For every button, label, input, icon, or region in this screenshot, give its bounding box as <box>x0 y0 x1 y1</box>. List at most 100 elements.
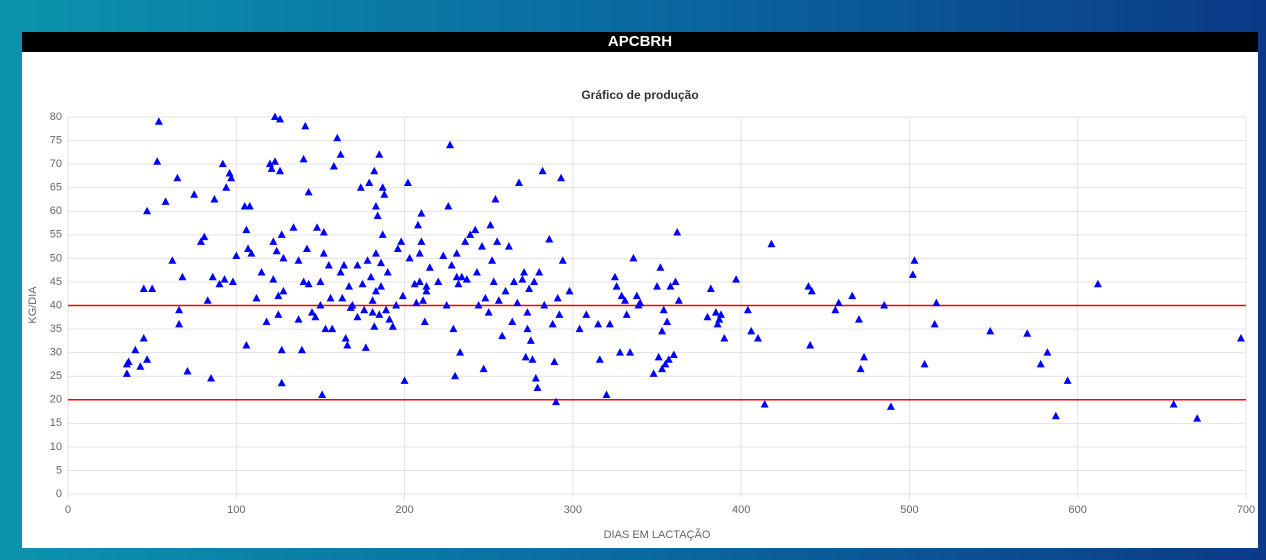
point <box>358 279 367 288</box>
point <box>365 178 374 186</box>
point <box>417 209 426 217</box>
point <box>661 359 670 368</box>
point <box>294 315 303 323</box>
point <box>531 374 540 382</box>
point <box>653 282 661 290</box>
point <box>479 364 488 373</box>
point <box>378 230 387 238</box>
y-tick-label: 45 <box>50 276 62 288</box>
point <box>277 230 286 238</box>
point <box>474 301 483 309</box>
point <box>375 310 384 318</box>
point <box>504 242 513 250</box>
point <box>377 258 386 267</box>
point <box>834 298 843 307</box>
y-tick-label: 30 <box>50 347 62 359</box>
point <box>880 301 889 309</box>
point <box>403 178 412 186</box>
point <box>274 310 283 318</box>
point <box>442 301 451 309</box>
point <box>148 284 157 293</box>
point <box>550 357 559 366</box>
point <box>501 286 510 295</box>
point <box>328 324 337 333</box>
point <box>304 279 313 288</box>
point <box>622 310 631 318</box>
point <box>302 244 311 252</box>
point <box>508 317 517 325</box>
point <box>669 350 678 358</box>
point <box>703 312 712 321</box>
point <box>666 282 675 290</box>
point <box>753 333 762 342</box>
point <box>494 296 503 304</box>
point <box>397 237 406 245</box>
point <box>859 352 868 361</box>
point <box>720 333 729 342</box>
point <box>760 399 769 408</box>
point <box>548 319 557 328</box>
point <box>240 202 249 210</box>
point <box>493 237 502 245</box>
point <box>439 251 448 260</box>
point <box>377 282 386 290</box>
point <box>339 260 348 269</box>
point <box>316 277 325 285</box>
point <box>326 293 335 302</box>
point <box>732 275 741 283</box>
point <box>831 305 840 314</box>
point <box>605 319 614 328</box>
point <box>602 390 611 399</box>
y-tick-label: 60 <box>50 205 62 217</box>
point <box>153 157 162 165</box>
point <box>222 183 231 191</box>
point <box>533 383 542 391</box>
point <box>356 183 365 191</box>
point <box>422 286 431 295</box>
point <box>161 197 170 205</box>
point <box>457 272 466 281</box>
point <box>447 260 456 269</box>
point <box>520 268 529 276</box>
x-tick-label: 400 <box>732 504 750 516</box>
point <box>673 227 682 236</box>
point <box>131 345 140 354</box>
point <box>232 251 241 260</box>
point <box>311 312 320 321</box>
point <box>715 315 724 323</box>
point <box>375 150 384 158</box>
point <box>886 402 895 410</box>
point <box>400 376 409 384</box>
point <box>491 194 500 203</box>
point <box>612 282 621 290</box>
panel <box>22 32 1258 548</box>
point <box>910 256 919 264</box>
y-tick-label: 15 <box>50 417 62 429</box>
point <box>636 298 645 307</box>
point <box>523 324 532 333</box>
point <box>316 301 325 309</box>
point <box>1063 376 1072 384</box>
point <box>371 286 380 295</box>
point <box>319 227 328 236</box>
point <box>175 319 184 328</box>
point <box>806 341 815 349</box>
point <box>348 301 357 309</box>
point <box>1051 411 1060 420</box>
point <box>594 319 603 328</box>
x-tick-label: 100 <box>227 504 245 516</box>
point <box>558 256 567 264</box>
point <box>276 114 285 123</box>
point <box>272 246 281 255</box>
point <box>629 253 638 262</box>
point <box>615 348 624 356</box>
point <box>932 298 941 307</box>
point <box>521 352 530 361</box>
point <box>557 173 566 182</box>
point <box>488 256 497 264</box>
point <box>289 223 298 231</box>
point <box>321 324 330 333</box>
y-tick-label: 55 <box>50 229 62 241</box>
point <box>412 298 421 307</box>
point <box>540 301 549 309</box>
